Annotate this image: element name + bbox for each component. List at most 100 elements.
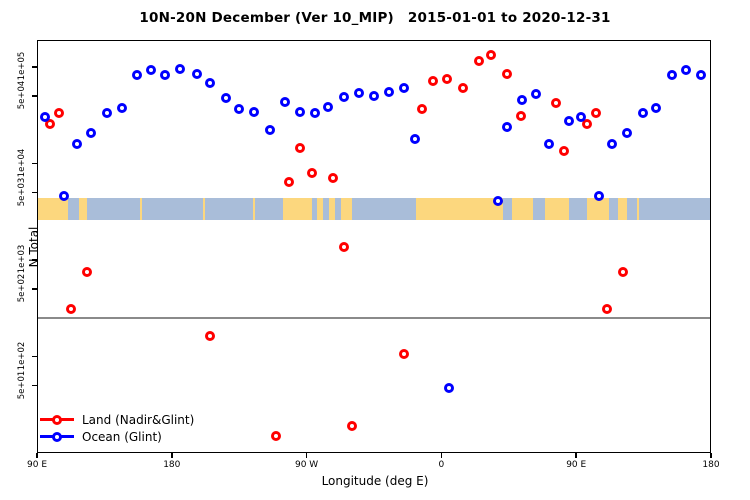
map-land-segment — [202, 197, 205, 220]
land-data-point — [602, 304, 613, 315]
ocean-data-point — [116, 102, 127, 113]
land-data-point — [516, 111, 527, 122]
ocean-data-point — [443, 383, 454, 394]
y-tick-mark — [32, 384, 37, 387]
land-data-point — [81, 267, 92, 277]
map-land-segment — [252, 197, 255, 220]
x-tick-label: 90 E — [566, 460, 587, 470]
ocean-data-point — [294, 106, 305, 117]
map-land-segment — [37, 197, 68, 220]
ocean-legend-circle-icon — [52, 431, 62, 442]
map-land-segment — [139, 197, 142, 220]
ocean-data-point — [71, 139, 82, 150]
land-series-marker — [40, 414, 74, 425]
ocean-data-point — [564, 116, 575, 127]
ocean-data-point — [368, 91, 379, 102]
x-tick-mark — [440, 453, 443, 458]
x-tick-mark — [36, 453, 38, 458]
legend: Land (Nadir&Glint) Ocean (Glint) — [40, 411, 194, 445]
land-data-point — [65, 304, 76, 315]
ocean-data-point — [544, 139, 555, 150]
ocean-data-point — [398, 83, 409, 94]
ocean-data-point — [576, 111, 587, 122]
land-data-point — [582, 119, 593, 130]
land-data-point — [338, 241, 349, 252]
ocean-data-point — [204, 78, 215, 89]
map-land-segment — [415, 197, 503, 220]
ocean-data-point — [695, 70, 706, 80]
map-land-segment — [586, 197, 610, 220]
chart-title: 10N-20N December (Ver 10_MIP) 2015-01-01 … — [0, 10, 750, 26]
chart-title-main: 10N-20N December (Ver 10_MIP) — [139, 10, 394, 26]
map-land-segment — [636, 197, 640, 220]
ocean-data-point — [531, 88, 542, 99]
land-data-point — [458, 83, 469, 94]
x-tick-label: 180 — [702, 460, 720, 470]
land-data-point — [54, 108, 65, 119]
land-data-point — [399, 349, 410, 360]
ocean-data-point — [174, 64, 185, 75]
world-map-strip — [37, 197, 711, 220]
y-tick-label: 5e+03 — [17, 177, 27, 206]
y-tick-label: 5e+02 — [17, 273, 27, 303]
legend-label-ocean: Ocean (Glint) — [82, 429, 162, 444]
ocean-data-point — [517, 95, 528, 105]
land-data-point — [474, 55, 485, 66]
ocean-data-point — [279, 97, 290, 108]
ocean-data-point — [502, 121, 513, 132]
ocean-data-point — [594, 191, 605, 202]
x-tick-label: 90 E — [27, 460, 47, 470]
y-tick-mark — [32, 355, 37, 358]
map-land-segment — [618, 197, 628, 220]
ocean-data-point — [410, 134, 421, 145]
ocean-data-point — [638, 108, 649, 119]
land-data-point — [327, 172, 338, 183]
y-tick-label: 5e+01 — [17, 370, 27, 399]
ocean-data-point — [651, 102, 662, 113]
ocean-data-point — [145, 64, 156, 75]
land-data-point — [559, 145, 570, 156]
ocean-data-point — [248, 106, 259, 117]
x-tick-label: 0 — [438, 460, 445, 470]
legend-item-ocean: Ocean (Glint) — [40, 428, 194, 445]
land-data-point — [502, 69, 513, 80]
y-tick-mark — [32, 95, 37, 97]
map-land-segment — [329, 197, 336, 220]
x-axis-title: Longitude (deg E) — [321, 474, 429, 488]
land-data-point — [294, 142, 305, 153]
land-data-point — [486, 50, 497, 61]
ocean-data-point — [493, 195, 504, 206]
x-tick-label: 90 W — [294, 460, 319, 470]
land-data-point — [417, 104, 428, 114]
ocean-data-point — [338, 91, 349, 102]
ocean-data-point — [191, 69, 202, 80]
plot-border — [37, 40, 711, 453]
chart-title-dates: 2015-01-01 to 2020-12-31 — [407, 10, 611, 26]
map-land-segment — [341, 197, 352, 220]
ocean-data-point — [607, 139, 618, 150]
land-data-point — [551, 97, 562, 108]
ocean-data-point — [353, 87, 364, 98]
ocean-data-point — [680, 64, 691, 75]
map-land-segment — [511, 197, 534, 220]
land-data-point — [45, 119, 56, 130]
y-tick-label: 5e+04 — [17, 80, 27, 110]
ocean-data-point — [383, 86, 394, 97]
y-tick-mark — [32, 191, 37, 194]
legend-label-land: Land (Nadir&Glint) — [82, 412, 195, 427]
map-land-segment — [78, 197, 88, 220]
land-legend-circle-icon — [52, 414, 62, 425]
ocean-data-point — [220, 93, 231, 104]
ocean-data-point — [264, 125, 275, 136]
ocean-data-point — [622, 128, 633, 138]
reference-line — [37, 317, 711, 320]
land-data-point — [204, 331, 215, 342]
y-tick-mark — [32, 259, 37, 261]
map-land-segment — [317, 197, 324, 220]
y-tick-mark — [32, 162, 37, 165]
land-data-point — [442, 74, 453, 84]
y-tick-mark — [32, 288, 37, 290]
x-tick-label: 180 — [163, 460, 181, 470]
legend-item-land: Land (Nadir&Glint) — [40, 411, 194, 428]
